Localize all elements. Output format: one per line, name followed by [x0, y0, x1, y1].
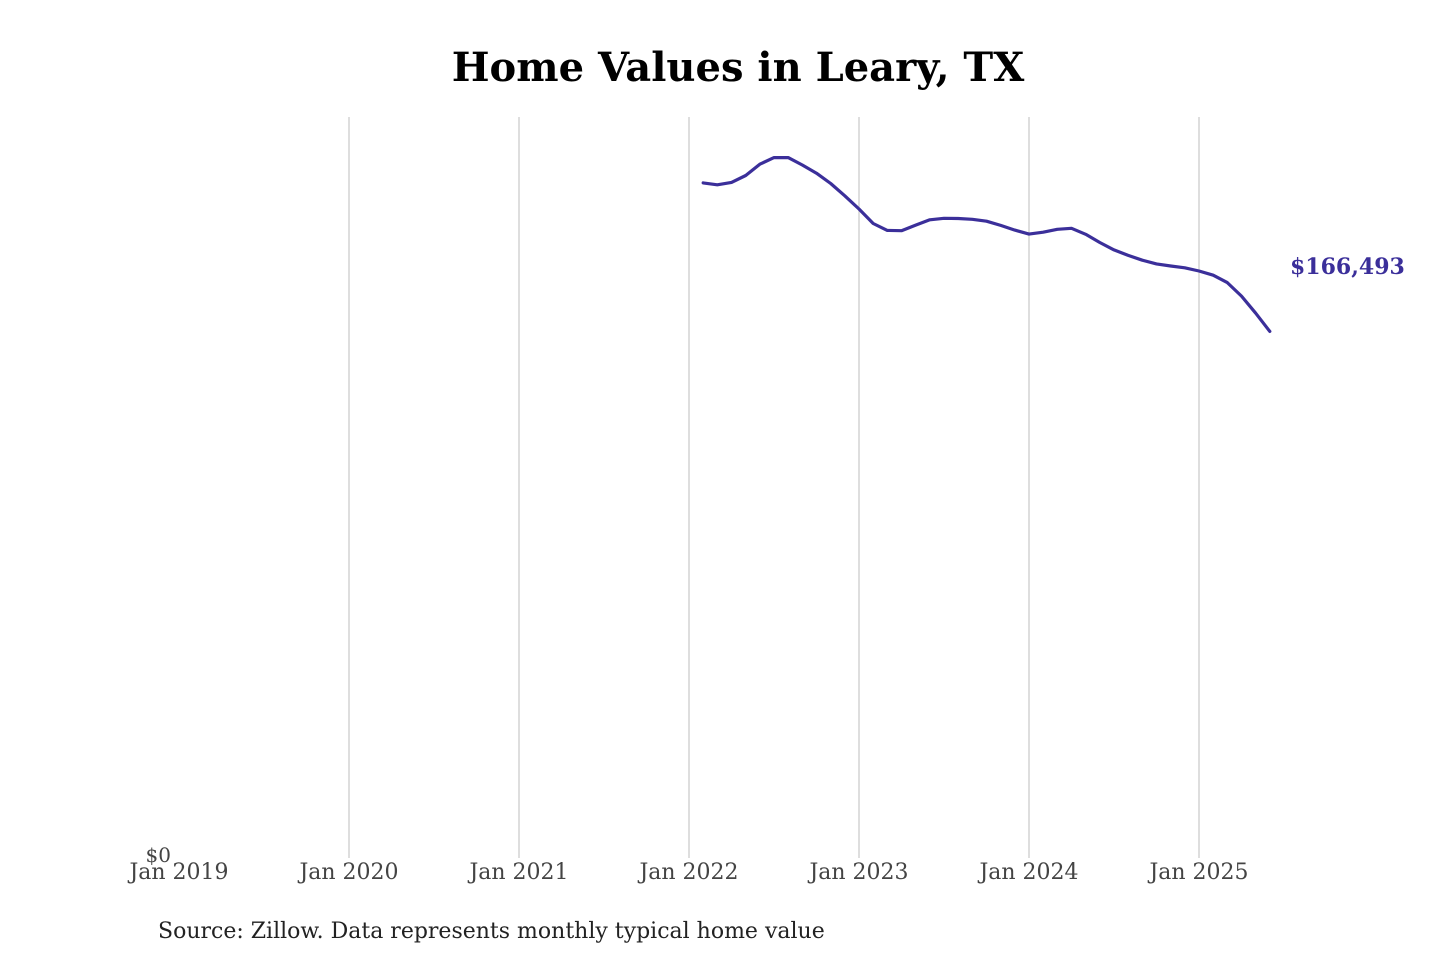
x-tick-label: Jan 2020	[297, 860, 398, 885]
home-value-series-line	[701, 156, 1272, 333]
x-tick-label: Jan 2024	[977, 860, 1078, 885]
source-note: Source: Zillow. Data represents monthly …	[158, 919, 825, 944]
x-tick-label: Jan 2023	[807, 860, 908, 885]
vertical-gridlines	[348, 117, 1200, 858]
x-tick-label: Jan 2025	[1147, 860, 1248, 885]
x-tick-label: Jan 2021	[467, 860, 568, 885]
x-axis-tick-labels: Jan 2019 Jan 2020 Jan 2021 Jan 2022 Jan 2023…	[127, 860, 1248, 885]
chart-title: Home Values in Leary, TX	[452, 44, 1024, 91]
x-tick-label: Jan 2019	[127, 860, 228, 885]
y-tick-label-zero: $0	[146, 843, 171, 867]
x-tick-label: Jan 2022	[637, 860, 738, 885]
latest-value-label: $166,493	[1290, 254, 1405, 280]
